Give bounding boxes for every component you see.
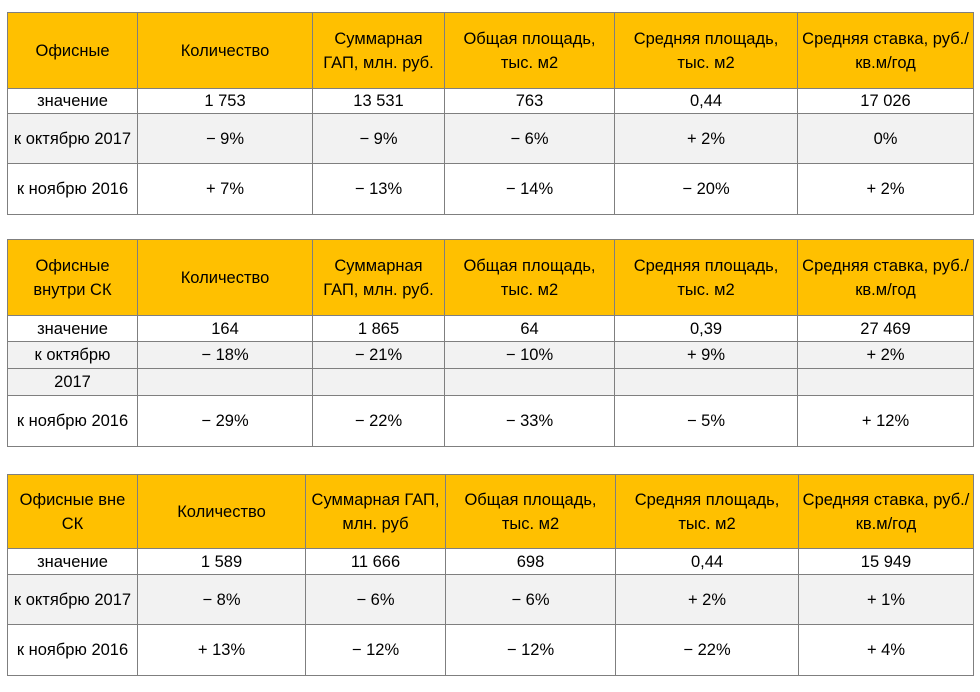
header-cell: Общая площадь, тыс. м2: [445, 474, 616, 549]
table-cell: − 22%: [615, 624, 799, 676]
header-cell: Средняя ставка, руб./кв.м/год: [798, 474, 974, 549]
table-row: значение 164 1 865 64 0,39 27 469: [7, 315, 974, 342]
table-cell: − 21%: [312, 341, 445, 369]
table-cell: + 4%: [798, 624, 974, 676]
header-cell: Средняя ставка, руб./кв.м/год: [797, 12, 974, 89]
header-cell: Количество: [137, 239, 313, 316]
row-label: к ноябрю 2016: [7, 624, 138, 676]
table-cell: 0,44: [615, 548, 799, 575]
table-cell: − 20%: [614, 163, 798, 215]
table-cell: − 10%: [444, 341, 615, 369]
header-row: Офисные вне СК Количество Суммарная ГАП,…: [7, 474, 974, 549]
header-cell: Офисные: [7, 12, 138, 89]
table-cell: − 6%: [305, 574, 446, 625]
table-cell: 0,44: [614, 88, 798, 114]
table-row: к октябрю 2017 − 9% − 9% − 6% + 2% 0%: [7, 113, 974, 164]
table-row: значение 1 589 11 666 698 0,44 15 949: [7, 548, 974, 575]
table-cell: 1 865: [312, 315, 445, 342]
row-label: к ноябрю 2016: [7, 163, 138, 215]
header-cell: Средняя площадь, тыс. м2: [615, 474, 799, 549]
table-cell: 0,39: [614, 315, 798, 342]
table-cell: − 13%: [312, 163, 445, 215]
header-cell: Средняя площадь, тыс. м2: [614, 12, 798, 89]
header-cell: Количество: [137, 474, 306, 549]
header-cell: Суммарная ГАП, млн. руб.: [312, 239, 445, 316]
header-cell: Суммарная ГАП, млн. руб: [305, 474, 446, 549]
offices-outside-sk-table: Офисные вне СК Количество Суммарная ГАП,…: [7, 474, 974, 676]
table-row: к октябрю 2017 − 8% − 6% − 6% + 2% + 1%: [7, 574, 974, 625]
header-cell: Средняя площадь, тыс. м2: [614, 239, 798, 316]
table-cell: − 6%: [444, 113, 615, 164]
table-row: к ноябрю 2016 − 29% − 22% − 33% − 5% + 1…: [7, 395, 974, 447]
row-label: значение: [7, 315, 138, 342]
offices-table: Офисные Количество Суммарная ГАП, млн. р…: [7, 12, 974, 215]
table-cell: 164: [137, 315, 313, 342]
header-row: Офисные внутри СК Количество Суммарная Г…: [7, 239, 974, 316]
table-cell: + 7%: [137, 163, 313, 215]
table-cell: 1 753: [137, 88, 313, 114]
table-cell: + 12%: [797, 395, 974, 447]
row-label: к ноябрю 2016: [7, 395, 138, 447]
table-row: к октябрю − 18% − 21% − 10% + 9% + 2%: [7, 341, 974, 369]
table-cell: − 12%: [445, 624, 616, 676]
table-cell: 763: [444, 88, 615, 114]
table-cell: 15 949: [798, 548, 974, 575]
table-cell: [797, 368, 974, 396]
table-cell: + 9%: [614, 341, 798, 369]
table-cell: − 9%: [312, 113, 445, 164]
table-cell: [444, 368, 615, 396]
header-cell: Общая площадь, тыс. м2: [444, 239, 615, 316]
table-cell: + 2%: [615, 574, 799, 625]
table-row: к ноябрю 2016 + 7% − 13% − 14% − 20% + 2…: [7, 163, 974, 215]
table-cell: [137, 368, 313, 396]
row-label: к октябрю: [7, 341, 138, 369]
table-cell: + 2%: [797, 341, 974, 369]
table-cell: − 14%: [444, 163, 615, 215]
table-cell: 13 531: [312, 88, 445, 114]
table-cell: − 5%: [614, 395, 798, 447]
table-cell: − 33%: [444, 395, 615, 447]
table-cell: 698: [445, 548, 616, 575]
header-cell: Общая площадь, тыс. м2: [444, 12, 615, 89]
row-label: к октябрю 2017: [7, 113, 138, 164]
table-cell: + 13%: [137, 624, 306, 676]
table-cell: − 22%: [312, 395, 445, 447]
header-cell: Офисные внутри СК: [7, 239, 138, 316]
row-label: к октябрю 2017: [7, 574, 138, 625]
table-row: значение 1 753 13 531 763 0,44 17 026: [7, 88, 974, 114]
table-cell: − 9%: [137, 113, 313, 164]
table-cell: + 1%: [798, 574, 974, 625]
table-cell: 64: [444, 315, 615, 342]
offices-inside-sk-table: Офисные внутри СК Количество Суммарная Г…: [7, 239, 974, 447]
header-cell: Суммарная ГАП, млн. руб.: [312, 12, 445, 89]
table-cell: 27 469: [797, 315, 974, 342]
table-row: 2017: [7, 368, 974, 396]
header-row: Офисные Количество Суммарная ГАП, млн. р…: [7, 12, 974, 89]
table-cell: − 6%: [445, 574, 616, 625]
table-cell: 11 666: [305, 548, 446, 575]
table-cell: 17 026: [797, 88, 974, 114]
header-cell: Количество: [137, 12, 313, 89]
table-cell: [614, 368, 798, 396]
header-cell: Офисные вне СК: [7, 474, 138, 549]
table-cell: 0%: [797, 113, 974, 164]
row-label: значение: [7, 88, 138, 114]
table-cell: − 8%: [137, 574, 306, 625]
table-cell: [312, 368, 445, 396]
row-label: 2017: [7, 368, 138, 396]
table-cell: + 2%: [614, 113, 798, 164]
table-cell: − 29%: [137, 395, 313, 447]
table-cell: + 2%: [797, 163, 974, 215]
table-row: к ноябрю 2016 + 13% − 12% − 12% − 22% + …: [7, 624, 974, 676]
table-cell: 1 589: [137, 548, 306, 575]
header-cell: Средняя ставка, руб./кв.м/год: [797, 239, 974, 316]
table-cell: − 18%: [137, 341, 313, 369]
table-cell: − 12%: [305, 624, 446, 676]
row-label: значение: [7, 548, 138, 575]
